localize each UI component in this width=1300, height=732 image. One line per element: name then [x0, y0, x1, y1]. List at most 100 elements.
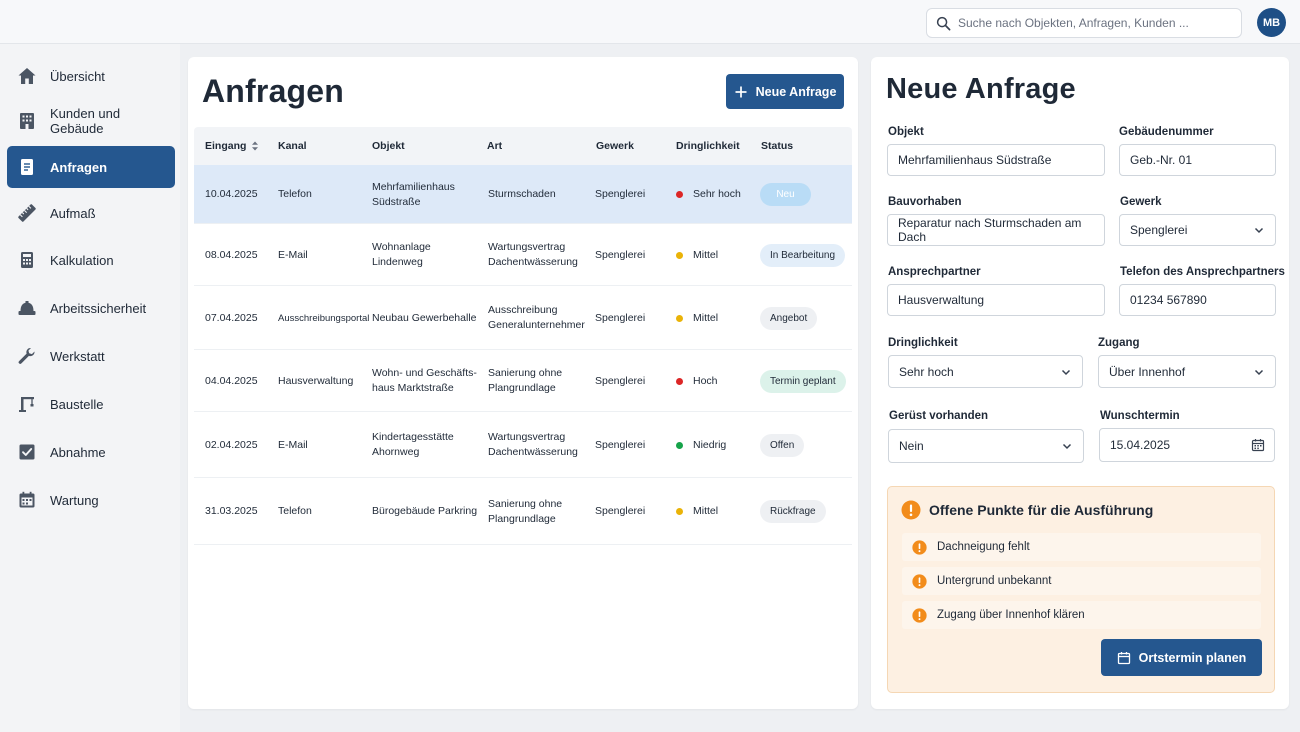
- search-icon: [936, 16, 951, 30]
- calendar-icon: [19, 491, 35, 508]
- cell-art: Sturmschaden: [488, 188, 556, 200]
- calendar-icon[interactable]: [1251, 438, 1265, 452]
- geruest-label: Gerüst vorhanden: [889, 410, 989, 422]
- sidebar-item-kunden-und-gebaeude[interactable]: Kunden und Gebäude: [7, 100, 175, 142]
- cell-objekt: Wohn- und Geschäfts- haus Marktstraße: [372, 367, 477, 394]
- cell-gewerk: Spenglerei: [595, 248, 646, 261]
- table-row[interactable]: 04.04.2025 Hausverwaltung Wohn- und Geschä…: [194, 350, 852, 412]
- cell-eingang: 02.04.2025: [205, 438, 258, 451]
- cell-gewerk: Spenglerei: [595, 188, 646, 200]
- urgency-dot: [676, 441, 683, 449]
- calendar-icon: [1117, 651, 1130, 664]
- urgency-dot: [676, 377, 683, 385]
- cell-objekt: Neubau Gewerbehalle: [372, 311, 477, 324]
- table-row[interactable]: 10.04.2025 Telefon Mehrfamilienhaus Südstr…: [194, 165, 852, 224]
- telefon-field[interactable]: 01234 567890: [1119, 284, 1276, 316]
- avatar[interactable]: MB: [1257, 8, 1286, 37]
- objekt-field[interactable]: Mehrfamilienhaus Südstraße: [887, 144, 1105, 176]
- cell-dringlichkeit: Niedrig: [676, 412, 726, 478]
- ansprechpartner-label: Ansprechpartner: [888, 266, 981, 278]
- status-badge: In Bearbeitung: [760, 243, 846, 267]
- wunschtermin-label: Wunschtermin: [1100, 410, 1180, 422]
- gewerk-select[interactable]: Spenglerei: [1119, 214, 1276, 246]
- new-request-label: Neue Anfrage: [755, 84, 837, 99]
- calculator-icon: [21, 252, 33, 268]
- home-icon: [18, 68, 36, 84]
- cell-kanal: Telefon: [278, 505, 312, 517]
- bauvorhaben-label: Bauvorhaben: [888, 196, 962, 208]
- sidebar-item-kalkulation[interactable]: Kalkulation: [7, 239, 175, 281]
- column-header-kanal: Kanal: [278, 140, 307, 152]
- cell-eingang: 10.04.2025: [205, 188, 258, 200]
- gewerk-value: Spenglerei: [1130, 223, 1188, 237]
- table-row[interactable]: 07.04.2025 Ausschreibungsportal Neubau Gew…: [194, 286, 852, 350]
- cell-eingang: 04.04.2025: [205, 374, 258, 387]
- urgency-label: Niedrig: [693, 438, 727, 451]
- sidebar-item-label: Aufmaß: [50, 205, 96, 221]
- warning-icon: [912, 573, 927, 589]
- new-request-button[interactable]: Neue Anfrage: [726, 74, 844, 109]
- chevron-down-icon: [1061, 369, 1071, 375]
- open-point-item: Zugang über Innenhof klären: [902, 601, 1261, 629]
- cell-dringlichkeit: Hoch: [676, 350, 718, 412]
- column-header-eingang[interactable]: Eingang: [205, 127, 259, 165]
- search-box[interactable]: [926, 8, 1242, 38]
- ruler-icon: [18, 204, 36, 222]
- cell-art: Sanierung ohne Plangrundlage: [488, 497, 563, 525]
- status-badge: Termin geplant: [760, 369, 846, 393]
- zugang-select[interactable]: Über Innenhof: [1098, 355, 1276, 388]
- status-badge: Neu: [760, 183, 811, 206]
- sidebar-item-label: Wartung: [50, 492, 99, 508]
- form-title: Neue Anfrage: [886, 73, 1076, 105]
- safety-helmet-icon: [18, 301, 36, 315]
- urgency-dot: [676, 508, 683, 515]
- ansprechpartner-field[interactable]: Hausverwaltung: [887, 284, 1105, 316]
- dringlichkeit-select[interactable]: Sehr hoch: [888, 355, 1083, 388]
- chevron-down-icon: [1062, 443, 1072, 450]
- wrench-icon: [18, 347, 35, 364]
- geruest-select[interactable]: Nein: [888, 429, 1084, 463]
- search-input[interactable]: [958, 16, 1238, 30]
- urgency-label: Mittel: [693, 311, 719, 324]
- sidebar-item-abnahme[interactable]: Abnahme: [7, 431, 175, 473]
- cell-kanal: Hausverwaltung: [278, 374, 354, 387]
- dringlichkeit-label: Dringlichkeit: [888, 337, 958, 349]
- zugang-value: Über Innenhof: [1109, 364, 1186, 379]
- wunschtermin-date-field[interactable]: 15.04.2025: [1099, 428, 1275, 462]
- table-row[interactable]: 31.03.2025 Telefon Bürogebäude Parkring San…: [194, 478, 852, 545]
- table-row[interactable]: 08.04.2025 E-Mail Wohnanlage Lindenweg Wart…: [194, 224, 852, 286]
- cell-objekt: Bürogebäude Parkring: [372, 505, 478, 517]
- open-point-text: Zugang über Innenhof klären: [937, 609, 1085, 621]
- sidebar-item-arbeitssicherheit[interactable]: Arbeitssicherheit: [7, 287, 175, 329]
- gebaeudenummer-field[interactable]: Geb.-Nr. 01: [1119, 144, 1276, 176]
- chevron-down-icon: [1254, 227, 1264, 234]
- open-point-item: Untergrund unbekannt: [902, 567, 1261, 595]
- bauvorhaben-field[interactable]: Reparatur nach Sturmschaden am Dach: [887, 214, 1105, 246]
- plus-icon: [735, 86, 747, 97]
- sidebar-item-baustelle[interactable]: Baustelle: [7, 383, 175, 425]
- sidebar-item-label: Arbeitssicherheit: [50, 300, 147, 316]
- table-row[interactable]: 02.04.2025 E-Mail Kindertagesstätte Ahornw…: [194, 412, 852, 478]
- requests-table: Eingang Kanal Objekt Art Gewerk Dringlic…: [194, 127, 852, 545]
- sidebar-item-label: Baustelle: [50, 396, 104, 412]
- cell-kanal: Telefon: [278, 188, 312, 200]
- cell-gewerk: Spenglerei: [595, 374, 646, 387]
- open-point-text: Untergrund unbekannt: [937, 575, 1052, 587]
- wunschtermin-value: 15.04.2025: [1110, 438, 1171, 452]
- cell-dringlichkeit: Mittel: [676, 478, 718, 545]
- sidebar-item-uebersicht[interactable]: Übersicht: [7, 55, 175, 97]
- sidebar-item-aufmass[interactable]: Aufmaß: [7, 192, 175, 234]
- schedule-site-visit-button[interactable]: Ortstermin planen: [1101, 639, 1262, 676]
- sidebar-item-label: Übersicht: [50, 68, 105, 84]
- sidebar-item-wartung[interactable]: Wartung: [7, 479, 175, 521]
- cell-eingang: 31.03.2025: [205, 505, 258, 517]
- sidebar-item-label: Kalkulation: [50, 252, 114, 268]
- cell-art: Wartungsvertrag Dachentwässerung: [488, 241, 578, 268]
- page-title: Anfragen: [202, 73, 345, 109]
- sidebar-item-anfragen[interactable]: Anfragen: [7, 146, 175, 188]
- cell-gewerk: Spenglerei: [595, 438, 646, 451]
- gewerk-label: Gewerk: [1120, 196, 1162, 208]
- cell-eingang: 08.04.2025: [205, 248, 258, 261]
- sidebar-item-werkstatt[interactable]: Werkstatt: [7, 335, 175, 377]
- urgency-dot: [676, 191, 683, 198]
